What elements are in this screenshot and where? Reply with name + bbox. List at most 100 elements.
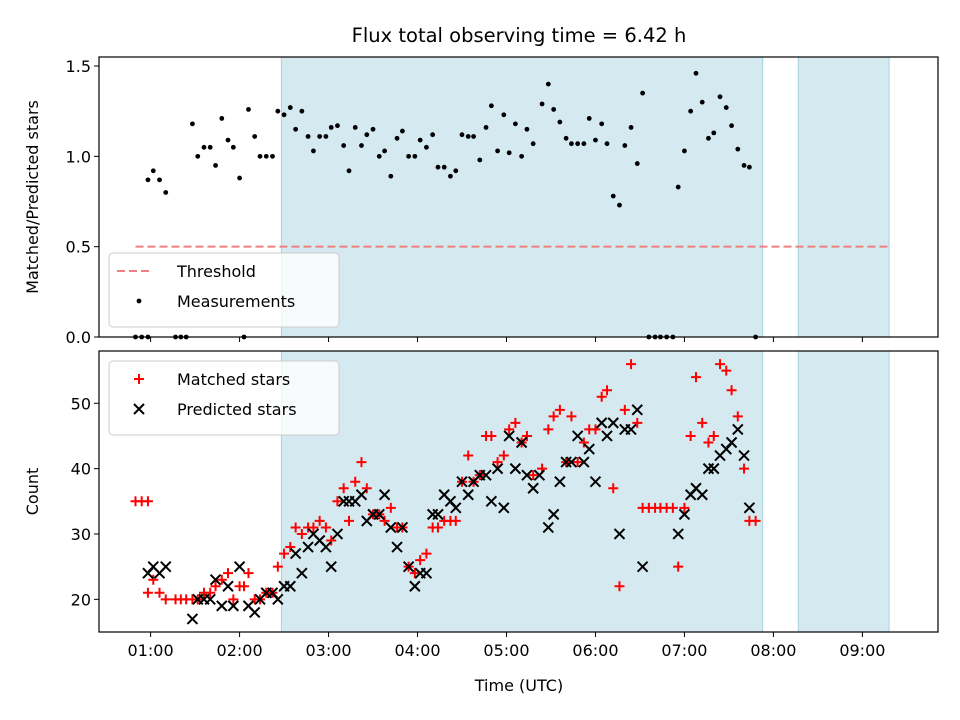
matched-point — [486, 430, 497, 441]
predicted-point — [248, 606, 261, 619]
x-axis-label: Time (UTC) — [474, 676, 563, 695]
measurement-point — [746, 164, 752, 170]
measurement-point — [352, 125, 358, 130]
measurement-point — [459, 132, 465, 138]
matched-point — [750, 515, 761, 526]
matched-point — [528, 470, 539, 481]
predicted-point — [432, 508, 444, 521]
matched-point — [148, 574, 159, 585]
predicted-point — [355, 489, 368, 501]
predicted-point — [515, 436, 528, 449]
shaded-interval — [797, 56, 890, 338]
measurement-point — [252, 134, 258, 139]
matched-point — [739, 463, 750, 474]
measurement-point — [237, 175, 242, 181]
measurement-point — [593, 137, 598, 143]
measurement-point — [323, 134, 329, 139]
measurement-point — [275, 108, 281, 114]
y-tick-label: 0.0 — [66, 328, 91, 347]
y-tick-label: 40 — [71, 460, 91, 479]
matched-point — [566, 411, 577, 422]
predicted-point — [607, 417, 619, 429]
matched-point — [228, 594, 239, 605]
matched-point — [548, 411, 559, 422]
legend-label: Threshold — [176, 262, 256, 281]
predicted-point — [578, 456, 590, 468]
predicted-point — [385, 521, 397, 534]
predicted-point — [601, 430, 613, 442]
measurement-point — [328, 125, 334, 130]
legend-label: Measurements — [177, 292, 295, 311]
predicted-point — [589, 475, 602, 488]
matched-point — [732, 411, 743, 422]
measurement-point — [512, 121, 518, 127]
matched-point — [320, 522, 331, 533]
matched-point — [308, 522, 319, 533]
predicted-point — [320, 541, 332, 553]
matched-point — [703, 437, 714, 448]
predicted-point — [402, 560, 415, 573]
matched-point — [596, 391, 607, 402]
measurement-point — [575, 141, 581, 147]
measurement-point — [634, 161, 640, 166]
matched-point — [409, 568, 420, 579]
measurement-point — [399, 128, 405, 134]
measurement-point — [622, 143, 628, 148]
predicted-point — [186, 613, 199, 625]
predicted-point — [743, 502, 756, 514]
measurement-point — [263, 153, 269, 159]
measurement-point — [569, 141, 574, 147]
legend-box — [108, 252, 340, 328]
matched-point — [279, 548, 290, 559]
matched-point — [338, 483, 349, 494]
measurement-point — [519, 153, 525, 159]
measurement-point — [412, 153, 418, 159]
measurement-point — [557, 119, 563, 125]
matched-point — [272, 561, 283, 572]
measurement-point — [299, 108, 305, 114]
measurement-point — [201, 144, 207, 150]
measurement-point — [195, 153, 201, 159]
measurement-point — [706, 135, 711, 141]
predicted-point — [296, 567, 308, 579]
matched-point — [721, 365, 732, 376]
y-axis-label: Matched/Predicted stars — [23, 100, 42, 294]
measurement-point — [305, 134, 311, 139]
predicted-point — [527, 482, 539, 494]
predicted-point — [216, 600, 228, 612]
y-tick-label: 50 — [71, 394, 91, 413]
predicted-point — [289, 547, 302, 560]
matched-point — [602, 385, 613, 396]
matched-point — [285, 542, 296, 553]
measurement-point — [471, 134, 476, 139]
measurement-point — [145, 177, 151, 183]
predicted-point — [373, 508, 385, 521]
matched-point — [608, 483, 619, 494]
measurement-point — [382, 148, 387, 154]
predicted-point — [227, 600, 240, 612]
x-tick-label: 02:00 — [217, 641, 263, 660]
matched-point — [415, 555, 426, 566]
matched-point — [614, 581, 625, 592]
legend-label: Matched stars — [177, 370, 290, 389]
matched-point — [344, 515, 355, 526]
measurement-point — [448, 173, 453, 179]
measurement-point — [563, 135, 569, 141]
measurement-point — [230, 144, 236, 150]
measurement-point — [364, 132, 370, 138]
measurement-point — [530, 141, 536, 147]
predicted-point — [678, 508, 691, 521]
matched-point — [590, 424, 601, 435]
matched-point — [314, 515, 325, 526]
measurement-point — [723, 105, 729, 110]
predicted-point — [509, 462, 522, 475]
measurement-point — [735, 146, 741, 152]
measurement-point — [617, 202, 622, 208]
matched-point — [361, 483, 372, 494]
measurement-point — [628, 125, 634, 130]
count-panel: 20 30 40 50 01:00 02:00 03:00 04:00 05:00 06:00 07… — [23, 350, 939, 660]
predicted-point — [542, 521, 555, 534]
matched-point — [142, 587, 153, 598]
matched-point — [690, 372, 701, 383]
